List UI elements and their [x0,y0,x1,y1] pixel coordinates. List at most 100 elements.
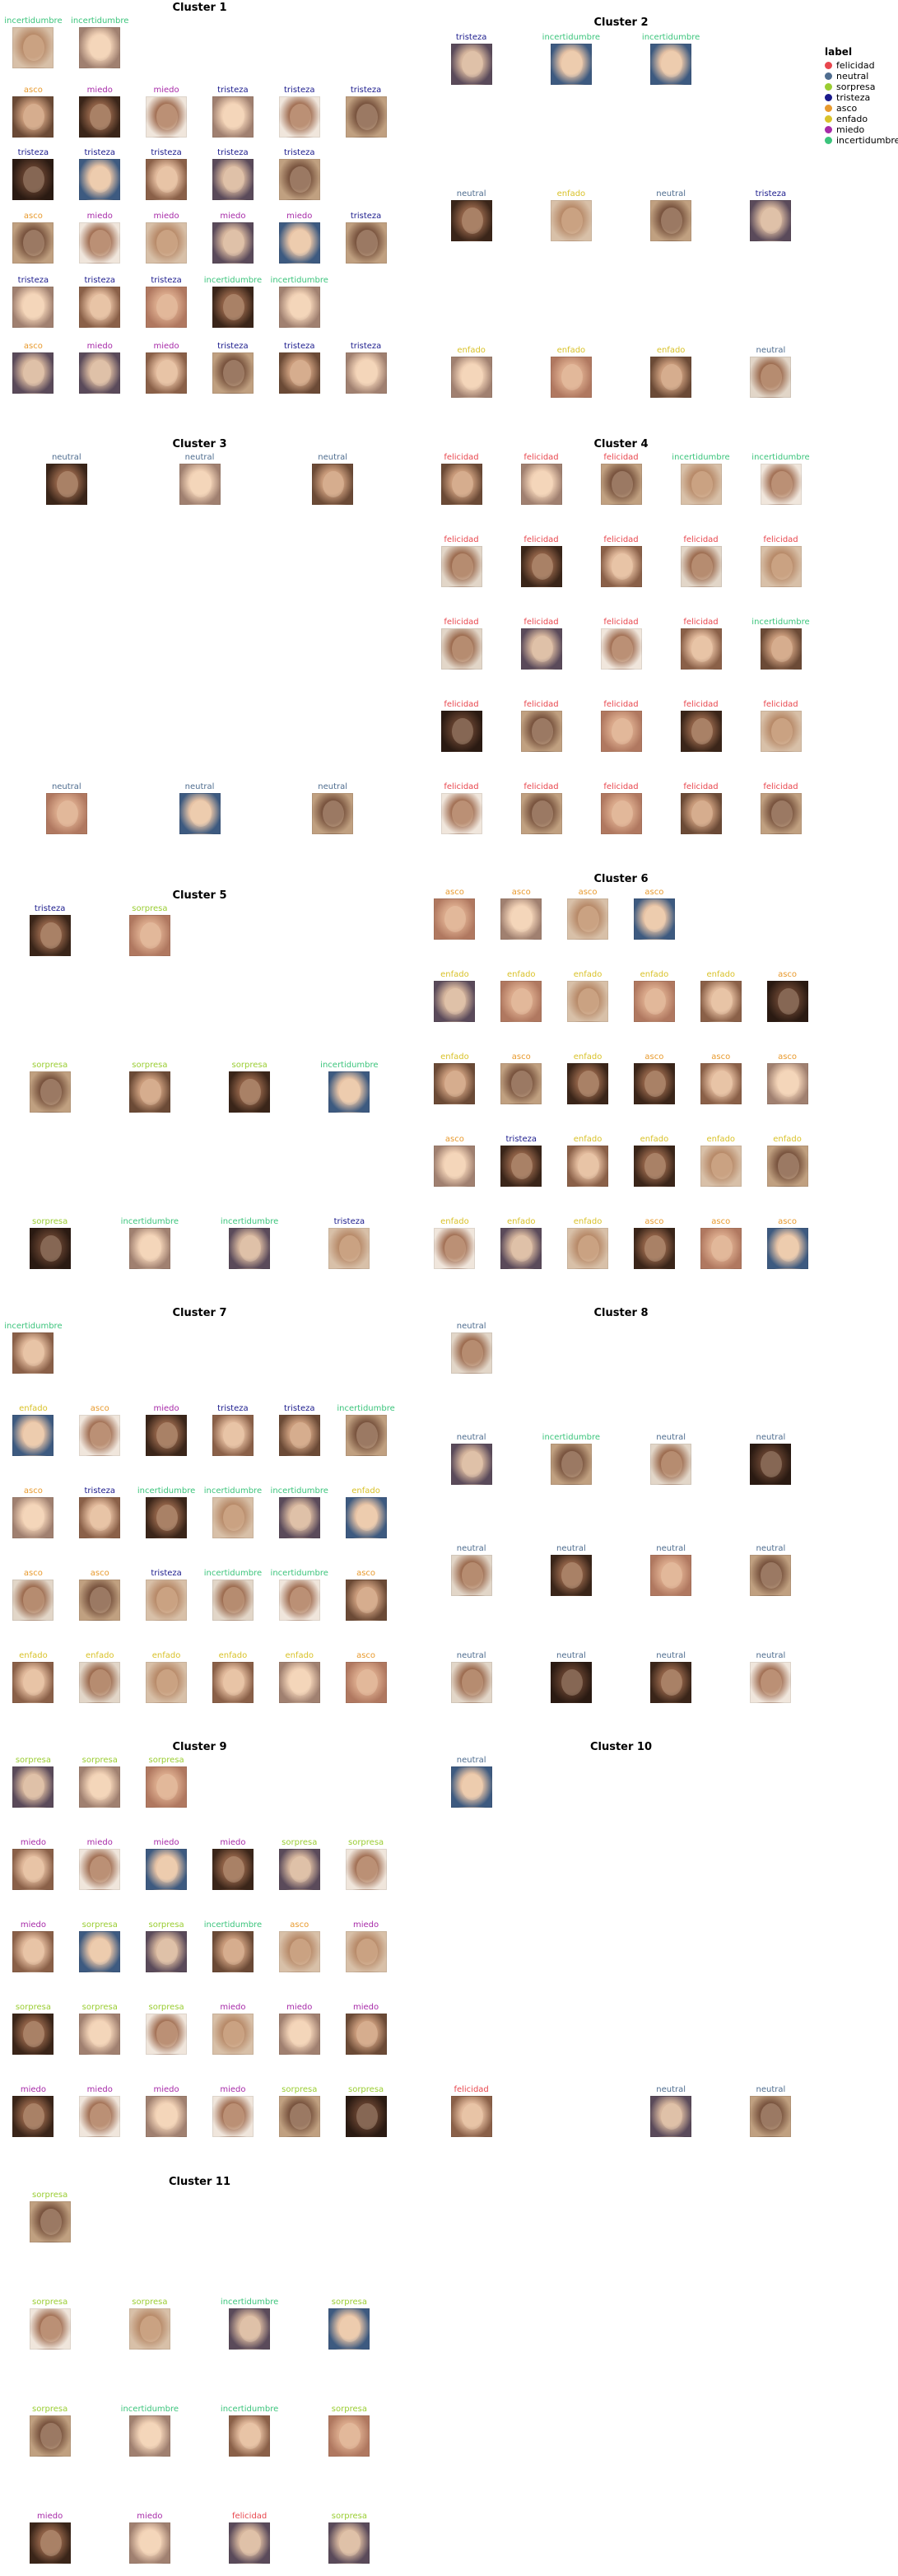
face-thumbnail [12,1332,54,1374]
face-thumbnail [440,464,482,505]
face-thumbnail [146,1662,188,1703]
face-thumbnail [146,287,188,328]
face-thumbnail [12,222,54,264]
face-label: miedo [286,2003,313,2012]
face-label: tristeza [284,1404,315,1413]
face-label: felicidad [523,618,559,627]
face-thumbnail [12,287,54,328]
face-label: sorpresa [132,904,168,913]
face-thumbnail [29,2308,71,2350]
face-label: asco [356,1651,376,1660]
face-label: neutral [656,1544,686,1553]
face-thumbnail [520,546,562,587]
face-label: sorpresa [15,2003,51,2012]
face-label: sorpresa [331,2405,367,2414]
face-thumbnail [680,464,722,505]
face-thumbnail [212,222,254,264]
face-label: tristeza [34,904,66,913]
face-thumbnail [434,981,476,1022]
cluster-title: Cluster 6 [593,873,649,885]
face-label: enfado [556,346,586,355]
face-label: felicidad [444,782,479,791]
face-thumbnail [760,711,802,752]
face-label: neutral [318,782,348,791]
face-label: neutral [556,1544,586,1553]
face-label: enfado [440,1217,469,1226]
face-thumbnail [278,352,320,394]
face-label: neutral [184,782,215,791]
face-label: incertidumbre [270,1486,328,1496]
face-label: neutral [756,346,786,355]
face-label: neutral [656,1433,686,1442]
face-thumbnail [500,1228,542,1269]
legend-title: label [825,46,853,58]
face-thumbnail [633,898,675,940]
cluster-title: Cluster 2 [593,16,649,29]
legend-swatch [825,126,832,133]
cluster-title: Cluster 3 [172,438,227,450]
face-label: enfado [440,1052,469,1062]
face-thumbnail [650,357,692,398]
face-label: felicidad [763,700,798,709]
face-label: asco [778,1052,798,1062]
legend-label: miedo [836,124,865,135]
face-label: miedo [20,1920,46,1930]
face-label: felicidad [603,782,639,791]
face-thumbnail [328,1228,370,1269]
face-thumbnail [440,628,482,670]
face-label: enfado [706,970,736,979]
face-thumbnail [450,1555,492,1596]
face-label: neutral [656,1651,686,1660]
face-label: neutral [456,1322,486,1331]
face-thumbnail [12,1580,54,1621]
legend-label: tristeza [836,92,871,103]
face-label: felicidad [683,618,719,627]
face-thumbnail [345,1662,387,1703]
face-label: asco [444,888,464,897]
face-thumbnail [450,1662,492,1703]
legend-swatch [825,62,832,69]
face-label: sorpresa [81,2003,118,2012]
face-thumbnail [520,628,562,670]
face-thumbnail [700,1146,742,1187]
face-label: neutral [456,1651,486,1660]
face-thumbnail [520,711,562,752]
face-label: neutral [656,2085,686,2094]
face-thumbnail [212,2096,254,2137]
face-thumbnail [345,1580,387,1621]
face-thumbnail [12,1415,54,1456]
face-label: enfado [506,970,536,979]
face-label: miedo [86,2085,113,2094]
face-thumbnail [12,1849,54,1890]
face-thumbnail [12,1662,54,1703]
face-label: enfado [573,1052,603,1062]
face-label: sorpresa [32,1217,68,1226]
face-thumbnail [440,793,482,834]
face-thumbnail [680,793,722,834]
face-thumbnail [29,915,71,956]
face-thumbnail [434,1228,476,1269]
face-label: neutral [456,189,486,198]
face-label: enfado [573,970,603,979]
face-thumbnail [345,2014,387,2055]
face-thumbnail [520,793,562,834]
face-thumbnail [79,287,121,328]
face-label: asco [23,1486,43,1496]
face-label: tristeza [455,33,487,42]
face-thumbnail [766,1146,808,1187]
face-label: sorpresa [32,2405,68,2414]
face-thumbnail [278,1415,320,1456]
face-thumbnail [128,1228,170,1269]
face-label: neutral [756,1433,786,1442]
face-label: neutral [51,453,81,462]
face-label: enfado [573,1135,603,1144]
face-label: incertidumbre [4,1322,63,1331]
legend-label: sorpresa [836,82,876,92]
legend-swatch [825,137,832,144]
face-label: felicidad [683,700,719,709]
face-label: felicidad [603,453,639,462]
face-label: asco [23,212,43,221]
face-thumbnail [12,352,54,394]
face-label: tristeza [84,148,115,157]
